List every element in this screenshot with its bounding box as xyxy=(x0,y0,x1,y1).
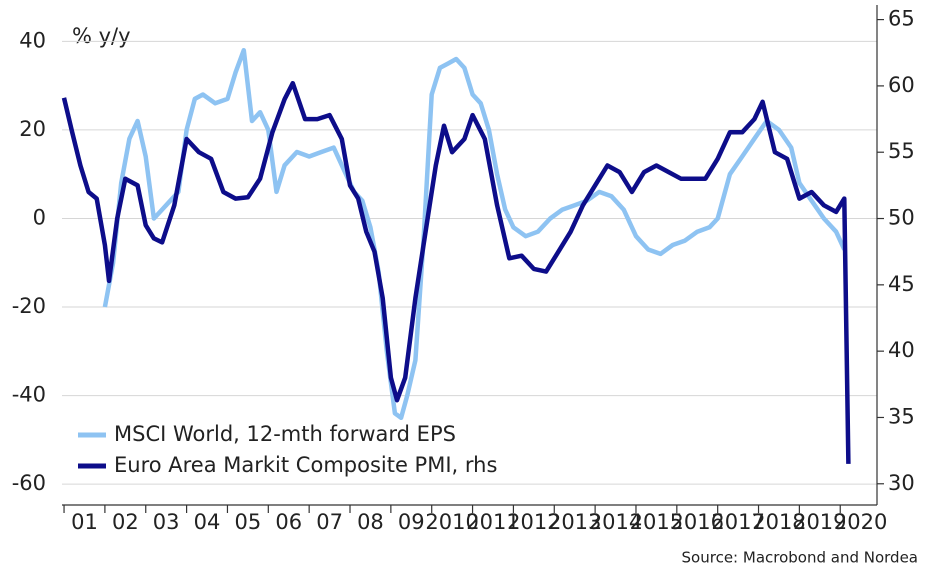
source-note: Source: Macrobond and Nordea xyxy=(682,549,918,567)
x-tick-label: 2015 xyxy=(630,510,683,534)
x-tick-label: 2013 xyxy=(548,510,601,534)
legend-label: Euro Area Markit Composite PMI, rhs xyxy=(114,453,497,477)
x-tick-label: 2011 xyxy=(466,510,519,534)
x-tick-label: 09 xyxy=(398,510,425,534)
x-tick-label: 08 xyxy=(357,510,384,534)
y-tick-label: 40 xyxy=(19,28,46,52)
axis-title: % y/y xyxy=(72,24,131,48)
x-tick-label: 07 xyxy=(316,510,343,534)
x-tick-label: 2010 xyxy=(425,510,478,534)
y-tick-label: 0 xyxy=(33,205,46,229)
y2-tick-label: 45 xyxy=(888,272,915,296)
y2-tick-label: 60 xyxy=(888,73,915,97)
y-tick-label: -60 xyxy=(12,471,46,495)
y2-tick-label: 65 xyxy=(888,7,915,31)
x-tick-label: 06 xyxy=(275,510,302,534)
x-tick-label: 2019 xyxy=(793,510,846,534)
y-tick-label: 20 xyxy=(19,117,46,141)
y2-tick-label: 55 xyxy=(888,139,915,163)
y-tick-label: -40 xyxy=(12,383,46,407)
y2-tick-label: 35 xyxy=(888,404,915,428)
series-line xyxy=(102,47,847,421)
y2-tick-label: 40 xyxy=(888,338,915,362)
y-tick-label: -20 xyxy=(12,294,46,318)
y2-tick-label: 30 xyxy=(888,471,915,495)
x-tick-label: 01 xyxy=(71,510,98,534)
x-tick-label: 2014 xyxy=(589,510,642,534)
x-tick-label: 2016 xyxy=(671,510,724,534)
x-tick-label: 05 xyxy=(235,510,262,534)
x-tick-label: 02 xyxy=(112,510,139,534)
x-tick-label: 2018 xyxy=(752,510,805,534)
x-tick-label: 2017 xyxy=(711,510,764,534)
y2-tick-label: 50 xyxy=(888,206,915,230)
x-tick-label: 04 xyxy=(194,510,221,534)
x-tick-label: 03 xyxy=(153,510,180,534)
x-tick-label: 2012 xyxy=(507,510,560,534)
series-line xyxy=(61,80,851,464)
x-tick-label: 2020 xyxy=(834,510,887,534)
legend-label: MSCI World, 12-mth forward EPS xyxy=(114,422,456,446)
